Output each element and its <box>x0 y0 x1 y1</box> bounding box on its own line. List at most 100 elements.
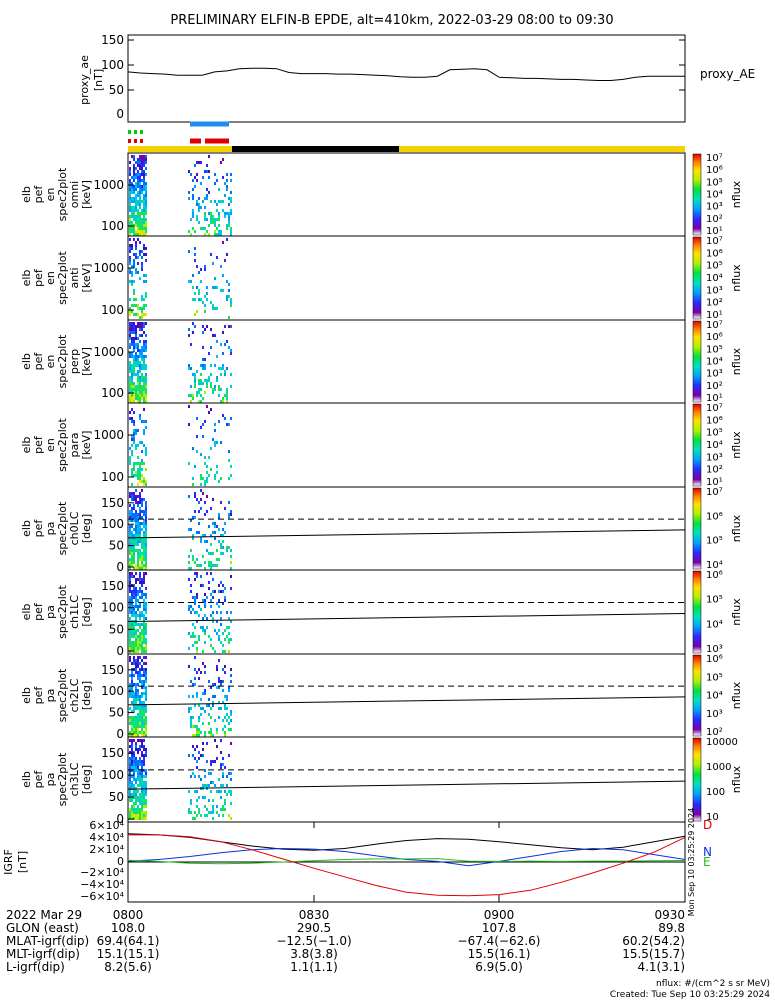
spectrogram-cell <box>143 510 145 513</box>
spectrogram-cell <box>137 674 139 677</box>
spectrogram-cell <box>139 253 141 256</box>
spectrogram-cell <box>212 701 214 704</box>
spectrogram-cell <box>194 683 196 686</box>
spectrogram-cell <box>137 337 139 340</box>
spectrogram-cell <box>137 391 139 394</box>
spectrogram-cell <box>212 334 214 337</box>
spectrogram-cell <box>143 555 145 558</box>
spectrogram-cell <box>143 763 145 766</box>
spectrogram-cell <box>133 516 135 519</box>
spectrogram-cell <box>226 775 228 778</box>
spectrogram-cell <box>135 778 137 781</box>
spectrogram-cell <box>139 602 141 605</box>
spectrogram-cell <box>141 760 143 763</box>
spectrogram-cell <box>218 790 220 793</box>
spectrogram-cell <box>129 364 131 367</box>
spectrogram-cell <box>137 599 139 602</box>
spectrogram-cell <box>133 611 135 614</box>
ephemeris-value: 107.8 <box>482 921 516 935</box>
spectrogram-cell <box>129 209 131 212</box>
spectrogram-cell <box>139 605 141 608</box>
spectrogram-cell <box>137 513 139 516</box>
spectrogram-cell <box>133 230 135 233</box>
spectrogram-cell <box>194 775 196 778</box>
spectrogram-cell <box>216 811 218 814</box>
spectrogram-cell <box>143 361 145 364</box>
spectrogram-cell <box>139 558 141 561</box>
spectrogram-cell <box>137 629 139 632</box>
spectrogram-cell <box>145 391 147 394</box>
spectrogram-cell <box>137 608 139 611</box>
spectrogram-cell <box>137 444 139 447</box>
spectrogram-cell <box>230 304 232 307</box>
spectrogram-cell <box>230 191 232 194</box>
spectrogram-cell <box>135 641 137 644</box>
spectrogram-cell <box>202 364 204 367</box>
spectrogram-cell <box>230 790 232 793</box>
spectrogram-cell <box>226 713 228 716</box>
spectrogram-cell <box>137 590 139 593</box>
spectrogram-cell <box>200 364 202 367</box>
spectrogram-cell <box>145 748 147 751</box>
spectrogram-cell <box>141 769 143 772</box>
spectrogram-cell <box>133 546 135 549</box>
spectrogram-cell <box>131 420 133 423</box>
spectrogram-cell <box>143 227 145 230</box>
spectrogram-cell <box>218 188 220 191</box>
spectrogram-cell <box>192 817 194 820</box>
spectrogram-cell <box>216 203 218 206</box>
spectrogram-cell <box>129 564 131 567</box>
spectrogram-cell <box>141 668 143 671</box>
spectrogram-cell <box>198 808 200 811</box>
spectrogram-cell <box>202 367 204 370</box>
spectrogram-cell <box>143 719 145 722</box>
spectrogram-cell <box>226 549 228 552</box>
spectrogram-cell <box>204 212 206 215</box>
spectrogram-cell <box>188 808 190 811</box>
spectrogram-cell <box>192 745 194 748</box>
spectrogram-cell <box>141 763 143 766</box>
spectrogram-cell <box>137 474 139 477</box>
spectrogram-cell <box>139 540 141 543</box>
spectrogram-cell <box>204 796 206 799</box>
spectrogram-cell <box>198 704 200 707</box>
spectrogram-cell <box>204 641 206 644</box>
spectrogram-cell <box>131 593 133 596</box>
proxy-ae-ytick-0: 0 <box>116 107 124 121</box>
spectrogram-cell <box>210 507 212 510</box>
spectrogram-cell <box>133 164 135 167</box>
spectrogram-cell <box>200 489 202 492</box>
spectrogram-cell <box>129 605 131 608</box>
spectrogram-cell <box>131 799 133 802</box>
spectrogram-cell <box>133 725 135 728</box>
spectrogram-cell <box>188 567 190 570</box>
spectrogram-cell <box>230 349 232 352</box>
spectrogram-cell <box>135 215 137 218</box>
spectrogram-cell <box>222 241 224 244</box>
spectrogram-cell <box>145 218 147 221</box>
spectrogram-cell <box>204 775 206 778</box>
spectrogram-cell <box>129 271 131 274</box>
spectrogram-cell <box>129 787 131 790</box>
spectrogram-cell <box>131 191 133 194</box>
spectrogram-cell <box>131 561 133 564</box>
spectrogram-cell <box>216 665 218 668</box>
spectrogram-cell <box>137 564 139 567</box>
spectrogram-cell <box>137 388 139 391</box>
colorbar-tick: 10¹ <box>706 477 723 488</box>
spectrogram-cell <box>139 632 141 635</box>
spectrogram-cell <box>143 525 145 528</box>
spectrogram-cell <box>226 295 228 298</box>
spectrogram-cell <box>220 641 222 644</box>
spectrogram-cell <box>216 728 218 731</box>
spectrogram-cell <box>145 426 147 429</box>
spectrogram-cell <box>141 358 143 361</box>
spectrogram-cell <box>131 513 133 516</box>
spectrogram-cell <box>135 495 137 498</box>
spectrogram-ylabel-en_anti: [keV] <box>80 264 93 293</box>
spectrogram-cell <box>137 179 139 182</box>
spectrogram-cell <box>190 528 192 531</box>
spectrogram-cell <box>129 757 131 760</box>
spectrogram-cell <box>141 179 143 182</box>
spectrogram-cell <box>222 680 224 683</box>
